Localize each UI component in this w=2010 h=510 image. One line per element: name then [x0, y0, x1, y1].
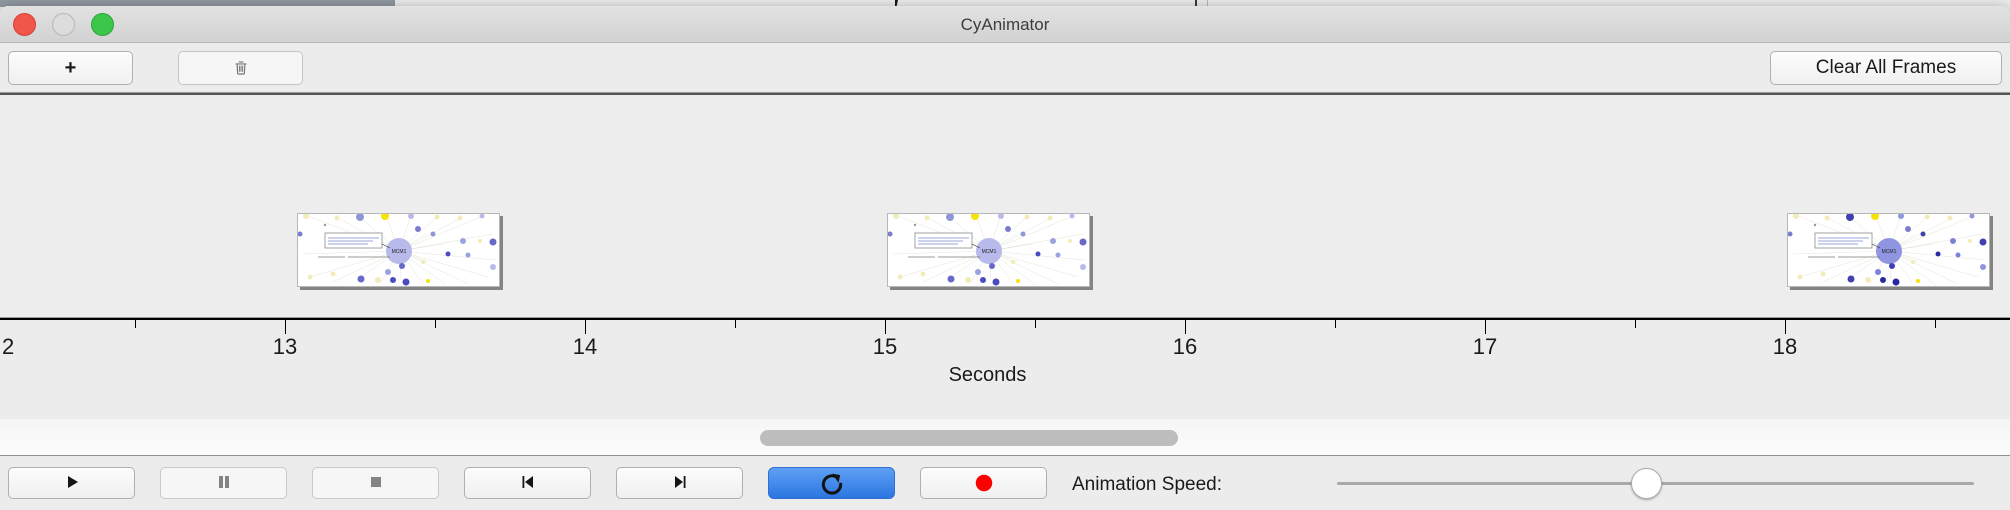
svg-text:MCM1: MCM1: [982, 249, 997, 255]
svg-text:MCM1: MCM1: [392, 249, 407, 255]
svg-text:MCM1: MCM1: [1882, 249, 1897, 255]
